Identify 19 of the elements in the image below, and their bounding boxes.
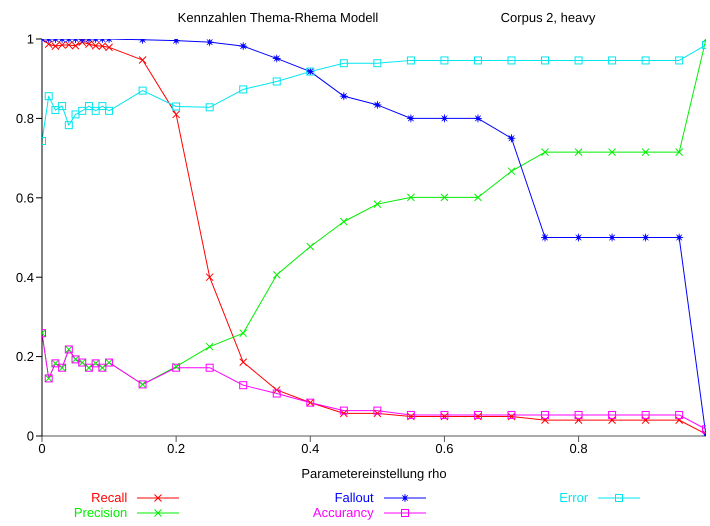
x-tick-label: 0.2 xyxy=(167,441,186,456)
legend-label: Precision xyxy=(74,505,128,520)
x-tick-label: 0.8 xyxy=(570,441,588,456)
legend-label: Accurancy xyxy=(312,505,374,520)
chart-subtitle: Corpus 2, heavy xyxy=(500,10,596,25)
x-tick-label: 0.6 xyxy=(435,441,454,456)
y-tick-label: 0.6 xyxy=(16,190,34,206)
x-tick-label: 0 xyxy=(38,441,46,456)
legend-label: Fallout xyxy=(334,490,374,505)
y-tick-label: 0 xyxy=(26,428,34,444)
chart-title: Kennzahlen Thema-Rhema Modell xyxy=(176,10,380,25)
y-tick-label: 0.2 xyxy=(16,349,34,364)
legend-label: Error xyxy=(559,490,588,505)
x-tick-label: 0.4 xyxy=(301,441,320,456)
y-tick-label: 0.8 xyxy=(16,111,34,126)
y-tick-label: 1 xyxy=(26,32,34,47)
x-axis-title: Parametereinstellung rho xyxy=(301,466,447,481)
legend-label: Recall xyxy=(91,490,128,505)
y-tick-label: 0.4 xyxy=(16,270,34,285)
